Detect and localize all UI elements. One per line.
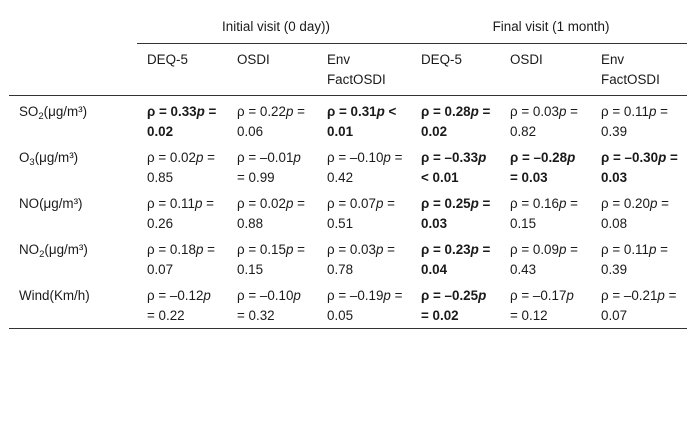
table-cell: ρ = 0.22p = 0.06	[227, 96, 317, 143]
column-header: Env FactOSDI	[591, 43, 688, 96]
table-row: Wind(Km/h) ρ = –0.12p = 0.22 ρ = –0.10p = …	[9, 280, 688, 329]
cell-value: ρ = 0.07p = 0.51	[327, 196, 395, 231]
row-label-subscript: 2	[38, 111, 44, 122]
row-label-base: O	[19, 150, 30, 165]
table-cell: ρ = 0.07p = 0.51	[317, 188, 411, 234]
cell-value: ρ = 0.11p = 0.26	[147, 196, 214, 231]
cell-value: ρ = –0.01p = 0.99	[237, 150, 301, 185]
row-label-subscript: 3	[29, 157, 35, 168]
table-cell: ρ = 0.18p = 0.07	[137, 234, 227, 280]
row-label: O3(μg/m³)	[9, 142, 137, 188]
table-cell: ρ = –0.25p = 0.02	[411, 280, 501, 329]
table-body: SO2(μg/m³) ρ = 0.33p = 0.02 ρ = 0.22p = 0.…	[9, 96, 688, 329]
table-cell: ρ = 0.16p = 0.15	[500, 188, 591, 234]
table-cell: ρ = 0.09p = 0.43	[500, 234, 591, 280]
row-label: SO2(μg/m³)	[9, 96, 137, 143]
table-cell: ρ = –0.28p = 0.03	[500, 142, 591, 188]
row-label-base: NO	[19, 242, 40, 257]
corner-cell	[9, 11, 137, 44]
table-row: NO2(μg/m³) ρ = 0.18p = 0.07 ρ = 0.15p = 0.…	[9, 234, 687, 280]
cell-value: ρ = 0.16p = 0.15	[510, 196, 578, 231]
table-cell: ρ = 0.11p = 0.39	[591, 96, 687, 143]
cell-value: ρ = 0.09p = 0.43	[510, 242, 578, 277]
table-cell: ρ = 0.02p = 0.88	[227, 188, 317, 234]
table-cell: ρ = –0.12p = 0.22	[137, 280, 227, 329]
table-row: O3(μg/m³) ρ = 0.02p = 0.85 ρ = –0.01p = 0.…	[9, 142, 687, 188]
significant-value: ρ = 0.28p = 0.02	[421, 104, 491, 139]
table-cell: ρ = 0.15p = 0.15	[227, 234, 317, 280]
table-cell: ρ = 0.25p = 0.03	[411, 188, 500, 234]
significant-value: ρ = 0.23p = 0.04	[421, 242, 491, 277]
column-header: OSDI	[227, 43, 317, 96]
group-header-initial-visit: Initial visit (0 day))	[137, 11, 412, 44]
cell-value: ρ = 0.02p = 0.88	[237, 196, 305, 231]
row-label-unit: (μg/m³)	[44, 242, 88, 257]
row-label-subscript: 2	[39, 249, 45, 260]
table-cell: ρ = –0.33p < 0.01	[411, 142, 500, 188]
column-header: OSDI	[500, 43, 592, 96]
group-header-row: Initial visit (0 day)) Final visit (1 mo…	[9, 11, 688, 44]
table-cell: ρ = –0.30p = 0.03	[591, 142, 687, 188]
cell-value: ρ = 0.20p = 0.08	[601, 196, 669, 231]
row-label: Wind(Km/h)	[9, 280, 137, 329]
significant-value: ρ = –0.25p = 0.02	[421, 288, 487, 323]
significant-value: ρ = –0.30p = 0.03	[601, 150, 678, 185]
table-cell: ρ = 0.03p = 0.78	[317, 234, 411, 280]
cell-value: ρ = –0.21p = 0.07	[601, 288, 677, 323]
table-cell: ρ = 0.11p = 0.26	[137, 188, 227, 234]
table-cell: ρ = 0.33p = 0.02	[137, 96, 227, 143]
row-label-unit: (Km/h)	[49, 288, 90, 303]
significant-value: ρ = –0.28p = 0.03	[510, 150, 576, 185]
table-cell: ρ = 0.03p = 0.82	[500, 96, 591, 143]
row-label-base: SO	[19, 104, 39, 119]
significant-value: ρ = –0.33p < 0.01	[421, 150, 487, 185]
significant-value: ρ = 0.31p < 0.01	[327, 104, 397, 139]
column-header-row: DEQ-5 OSDI Env FactOSDI DEQ-5 OSDI Env F…	[9, 43, 688, 96]
column-header: DEQ-5	[411, 43, 501, 96]
table-cell: ρ = 0.20p = 0.08	[591, 188, 687, 234]
cell-value: ρ = 0.11p = 0.39	[601, 104, 668, 139]
table-cell: ρ = 0.11p = 0.39	[591, 234, 687, 280]
cell-value: ρ = –0.19p = 0.05	[327, 288, 403, 323]
cell-value: ρ = 0.03p = 0.82	[510, 104, 578, 139]
row-label-base: NO	[19, 196, 40, 211]
column-header: DEQ-5	[137, 43, 227, 96]
column-header: Env FactOSDI	[317, 43, 412, 96]
table-cell: ρ = –0.10p = 0.32	[227, 280, 317, 329]
table-row: NO(μg/m³) ρ = 0.11p = 0.26 ρ = 0.02p = 0.8…	[9, 188, 687, 234]
row-label-base: Wind	[19, 288, 50, 303]
cell-value: ρ = 0.11p = 0.39	[601, 242, 668, 277]
table-cell: ρ = 0.23p = 0.04	[411, 234, 500, 280]
row-label-unit: (μg/m³)	[43, 104, 88, 119]
table-cell: ρ = 0.28p = 0.02	[411, 96, 500, 143]
group-header-final-visit: Final visit (1 month)	[411, 11, 688, 44]
table-cell: ρ = –0.21p = 0.07	[591, 280, 688, 329]
cell-value: ρ = 0.03p = 0.78	[327, 242, 395, 277]
row-label-unit: (μg/m³)	[34, 150, 79, 165]
row-label-unit: (μg/m³)	[39, 196, 83, 211]
table-cell: ρ = 0.02p = 0.85	[137, 142, 227, 188]
cell-value: ρ = –0.12p = 0.22	[147, 288, 211, 323]
table-cell: ρ = –0.17p = 0.12	[500, 280, 592, 329]
table-cell: ρ = –0.19p = 0.05	[317, 280, 412, 329]
table-cell: ρ = –0.01p = 0.99	[227, 142, 317, 188]
table-cell: ρ = 0.31p < 0.01	[317, 96, 411, 143]
cell-value: ρ = 0.18p = 0.07	[147, 242, 215, 277]
table-cell: ρ = –0.10p = 0.42	[317, 142, 411, 188]
cell-value: ρ = –0.10p = 0.32	[237, 288, 301, 323]
row-label: NO2(μg/m³)	[9, 234, 137, 280]
cell-value: ρ = 0.15p = 0.15	[237, 242, 305, 277]
row-label: NO(μg/m³)	[9, 188, 137, 234]
corner-cell-lower	[9, 43, 137, 96]
cell-value: ρ = 0.02p = 0.85	[147, 150, 215, 185]
significant-value: ρ = 0.33p = 0.02	[147, 104, 217, 139]
significant-value: ρ = 0.25p = 0.03	[421, 196, 491, 231]
table-row: SO2(μg/m³) ρ = 0.33p = 0.02 ρ = 0.22p = 0.…	[9, 96, 687, 143]
cell-value: ρ = 0.22p = 0.06	[237, 104, 305, 139]
correlation-table-container: Initial visit (0 day)) Final visit (1 mo…	[9, 11, 688, 329]
cell-value: ρ = –0.17p = 0.12	[510, 288, 574, 323]
cell-value: ρ = –0.10p = 0.42	[327, 150, 403, 185]
correlation-table: Initial visit (0 day)) Final visit (1 mo…	[9, 11, 688, 329]
